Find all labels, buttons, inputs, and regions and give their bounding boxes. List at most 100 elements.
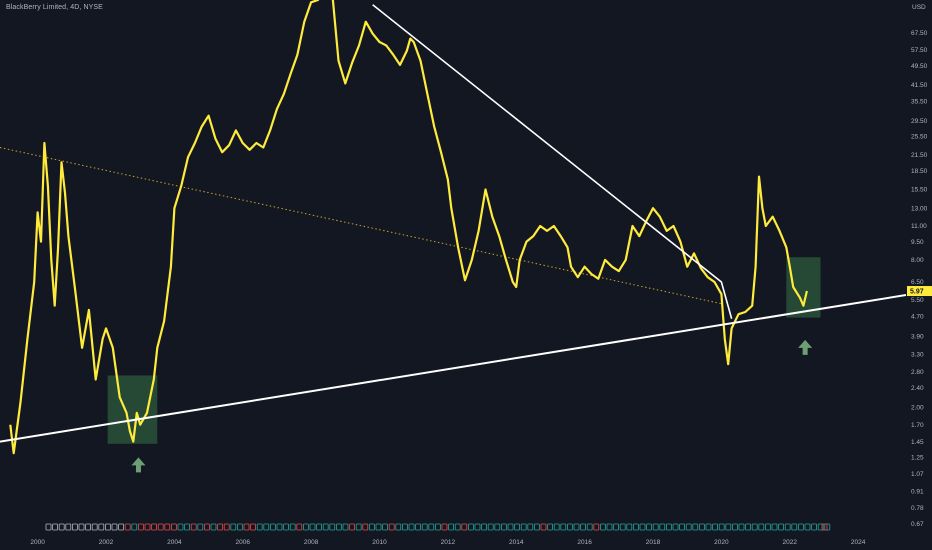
earnings-marker-icon[interactable] <box>177 523 184 531</box>
earnings-marker-icon[interactable] <box>514 523 520 531</box>
earnings-marker-icon[interactable] <box>289 523 296 531</box>
earnings-marker-icon[interactable] <box>302 523 309 531</box>
earnings-marker-icon[interactable] <box>415 523 422 531</box>
earnings-marker-icon[interactable] <box>184 523 191 531</box>
earnings-marker-icon[interactable] <box>382 523 389 531</box>
earnings-marker-icon[interactable] <box>78 523 85 531</box>
earnings-marker-icon[interactable] <box>368 523 375 531</box>
earnings-marker-icon[interactable] <box>65 523 72 531</box>
earnings-marker-icon[interactable] <box>817 523 824 531</box>
earnings-marker-icon[interactable] <box>626 523 633 531</box>
earnings-marker-icon[interactable] <box>454 523 461 531</box>
earnings-marker-icon[interactable] <box>567 523 573 531</box>
earnings-marker-icon[interactable] <box>243 523 250 531</box>
earnings-marker-icon[interactable] <box>507 523 514 531</box>
earnings-marker-icon[interactable] <box>646 523 652 531</box>
earnings-marker-icon[interactable] <box>137 523 144 531</box>
earnings-marker-icon[interactable] <box>355 523 362 531</box>
earnings-marker-icon[interactable] <box>659 523 666 531</box>
earnings-marker-icon[interactable] <box>124 523 131 531</box>
earnings-marker-icon[interactable] <box>111 523 118 531</box>
earnings-marker-icon[interactable] <box>679 523 685 531</box>
earnings-marker-icon[interactable] <box>322 523 329 531</box>
earnings-marker-icon[interactable] <box>487 523 494 531</box>
earnings-marker-icon[interactable] <box>250 523 257 531</box>
earnings-marker-icon[interactable] <box>672 523 679 531</box>
earnings-marker-icon[interactable] <box>118 523 124 531</box>
earnings-marker-icon[interactable] <box>256 523 263 531</box>
earnings-marker-icon[interactable] <box>269 523 276 531</box>
earnings-marker-icon[interactable] <box>164 523 171 531</box>
earnings-marker-icon[interactable] <box>448 523 455 531</box>
earnings-marker-icon[interactable] <box>553 523 560 531</box>
earnings-marker-icon[interactable] <box>784 523 791 531</box>
earnings-marker-icon[interactable] <box>217 523 224 531</box>
earnings-marker-icon[interactable] <box>791 523 798 531</box>
earnings-marker-icon[interactable] <box>190 523 197 531</box>
earnings-marker-icon[interactable] <box>45 523 52 531</box>
earnings-marker-icon[interactable] <box>362 523 369 531</box>
earnings-marker-icon[interactable] <box>52 523 58 531</box>
earnings-marker-icon[interactable] <box>804 523 811 531</box>
earnings-marker-icon[interactable] <box>751 523 758 531</box>
earnings-marker-icon[interactable] <box>500 523 507 531</box>
earnings-marker-icon[interactable] <box>725 523 732 531</box>
earnings-marker-icon[interactable] <box>316 523 323 531</box>
earnings-marker-icon[interactable] <box>619 523 626 531</box>
earnings-marker-icon[interactable] <box>633 523 639 531</box>
earnings-marker-icon[interactable] <box>547 523 553 531</box>
earnings-marker-icon[interactable] <box>613 523 619 531</box>
earnings-marker-icon[interactable] <box>98 523 105 531</box>
earnings-marker-icon[interactable] <box>203 523 210 531</box>
earnings-marker-icon[interactable] <box>91 523 98 531</box>
earnings-marker-icon[interactable] <box>527 523 534 531</box>
earnings-marker-icon[interactable] <box>639 523 646 531</box>
earnings-marker-icon[interactable] <box>573 523 580 531</box>
earnings-marker-icon[interactable] <box>738 523 745 531</box>
earnings-marker-icon[interactable] <box>467 523 474 531</box>
earnings-marker-icon[interactable] <box>131 523 138 531</box>
earnings-marker-icon[interactable] <box>170 523 177 531</box>
earnings-marker-icon[interactable] <box>85 523 91 531</box>
earnings-marker-icon[interactable] <box>441 523 448 531</box>
earnings-marker-icon[interactable] <box>309 523 316 531</box>
earnings-marker-icon[interactable] <box>210 523 217 531</box>
earnings-marker-icon[interactable] <box>540 523 547 531</box>
earnings-marker-icon[interactable] <box>593 523 600 531</box>
earnings-marker-icon[interactable] <box>811 523 817 531</box>
earnings-marker-icon[interactable] <box>434 523 441 531</box>
earnings-marker-icon[interactable] <box>349 523 356 531</box>
earnings-marker-icon[interactable] <box>732 523 738 531</box>
earnings-marker-icon[interactable] <box>395 523 402 531</box>
earnings-marker-icon[interactable] <box>534 523 540 531</box>
earnings-marker-icon[interactable] <box>824 523 831 531</box>
earnings-marker-icon[interactable] <box>105 523 111 531</box>
earnings-marker-icon[interactable] <box>771 523 778 531</box>
earnings-marker-icon[interactable] <box>276 523 283 531</box>
earnings-marker-icon[interactable] <box>428 523 435 531</box>
earnings-marker-icon[interactable] <box>494 523 501 531</box>
earnings-marker-icon[interactable] <box>263 523 270 531</box>
earnings-marker-icon[interactable] <box>652 523 659 531</box>
earnings-marker-icon[interactable] <box>821 523 828 531</box>
earnings-marker-icon[interactable] <box>798 523 804 531</box>
earnings-marker-icon[interactable] <box>401 523 408 531</box>
earnings-marker-icon[interactable] <box>335 523 342 531</box>
earnings-marker-icon[interactable] <box>580 523 586 531</box>
event-markers[interactable] <box>45 523 831 531</box>
earnings-marker-icon[interactable] <box>296 523 303 531</box>
earnings-marker-icon[interactable] <box>375 523 382 531</box>
earnings-marker-icon[interactable] <box>223 523 230 531</box>
earnings-marker-icon[interactable] <box>712 523 718 531</box>
earnings-marker-icon[interactable] <box>461 523 468 531</box>
earnings-marker-icon[interactable] <box>600 523 606 531</box>
earnings-marker-icon[interactable] <box>765 523 771 531</box>
earnings-marker-icon[interactable] <box>586 523 593 531</box>
earnings-marker-icon[interactable] <box>388 523 395 531</box>
earnings-marker-icon[interactable] <box>666 523 672 531</box>
earnings-marker-icon[interactable] <box>72 523 78 531</box>
earnings-marker-icon[interactable] <box>474 523 481 531</box>
earnings-marker-icon[interactable] <box>692 523 699 531</box>
earnings-marker-icon[interactable] <box>408 523 415 531</box>
